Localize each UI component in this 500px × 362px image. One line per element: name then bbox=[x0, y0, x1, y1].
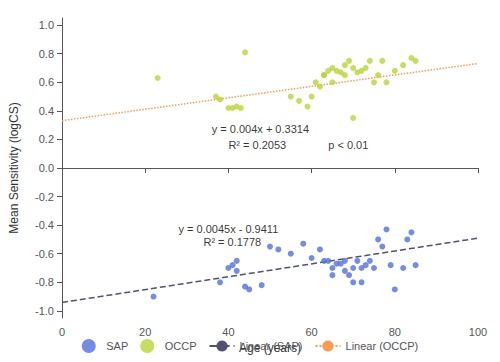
svg-text:0.0: 0.0 bbox=[39, 162, 54, 174]
svg-text:-0.2: -0.2 bbox=[35, 191, 54, 203]
svg-text:100: 100 bbox=[469, 326, 487, 338]
svg-text:y = 0.004x + 0.3314: y = 0.004x + 0.3314 bbox=[212, 123, 309, 135]
svg-text:20: 20 bbox=[139, 326, 151, 338]
svg-text:80: 80 bbox=[389, 326, 401, 338]
svg-text:R² = 0.2053: R² = 0.2053 bbox=[228, 139, 286, 151]
svg-text:Linear (OCCP): Linear (OCCP) bbox=[346, 340, 419, 352]
svg-text:y = 0.0045x - 0.9411: y = 0.0045x - 0.9411 bbox=[178, 223, 278, 235]
svg-text:-0.6: -0.6 bbox=[35, 248, 54, 260]
svg-text:0.4: 0.4 bbox=[39, 105, 54, 117]
svg-text:60: 60 bbox=[305, 326, 317, 338]
svg-text:0.8: 0.8 bbox=[39, 48, 54, 60]
svg-text:-1.0: -1.0 bbox=[35, 305, 54, 317]
svg-text:40: 40 bbox=[222, 326, 234, 338]
svg-text:R² = 0.1778: R² = 0.1778 bbox=[203, 236, 261, 248]
svg-text:0: 0 bbox=[59, 326, 65, 338]
svg-text:OCCP: OCCP bbox=[165, 340, 197, 352]
svg-text:0.6: 0.6 bbox=[39, 76, 54, 88]
svg-text:0.2: 0.2 bbox=[39, 133, 54, 145]
svg-text:p < 0.01: p < 0.01 bbox=[328, 139, 368, 151]
svg-text:-0.8: -0.8 bbox=[35, 276, 54, 288]
svg-text:Mean Sensitivity (logCS): Mean Sensitivity (logCS) bbox=[7, 102, 21, 233]
svg-text:-0.4: -0.4 bbox=[35, 219, 54, 231]
svg-text:1.0: 1.0 bbox=[39, 19, 54, 31]
svg-text:SAP: SAP bbox=[106, 340, 128, 352]
svg-text:Linear (SAP): Linear (SAP) bbox=[240, 340, 303, 352]
